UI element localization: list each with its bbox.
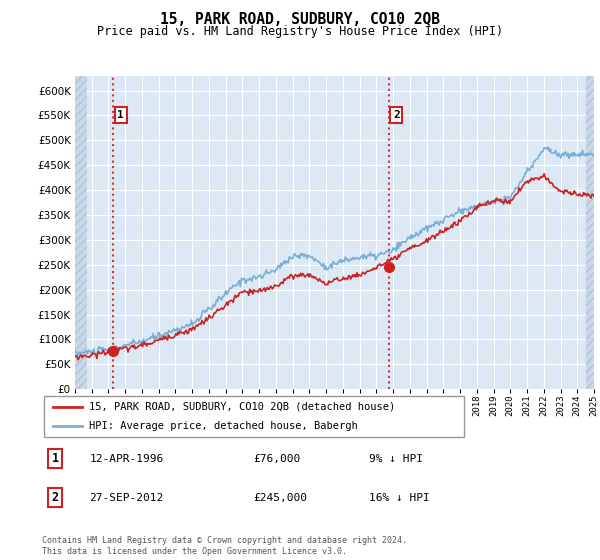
Text: 2: 2 [393, 110, 400, 120]
Text: 15, PARK ROAD, SUDBURY, CO10 2QB (detached house): 15, PARK ROAD, SUDBURY, CO10 2QB (detach… [89, 402, 395, 412]
Text: 15, PARK ROAD, SUDBURY, CO10 2QB: 15, PARK ROAD, SUDBURY, CO10 2QB [160, 12, 440, 27]
Text: 1: 1 [118, 110, 124, 120]
Text: HPI: Average price, detached house, Babergh: HPI: Average price, detached house, Babe… [89, 422, 358, 431]
Text: £245,000: £245,000 [253, 493, 307, 503]
Bar [75, 41, 87, 389]
Bar [586, 41, 600, 389]
Text: 1: 1 [52, 452, 59, 465]
FancyBboxPatch shape [44, 396, 464, 437]
Text: 27-SEP-2012: 27-SEP-2012 [89, 493, 164, 503]
Text: 16% ↓ HPI: 16% ↓ HPI [370, 493, 430, 503]
Text: £76,000: £76,000 [253, 454, 301, 464]
Text: Contains HM Land Registry data © Crown copyright and database right 2024.
This d: Contains HM Land Registry data © Crown c… [42, 536, 407, 556]
Text: Price paid vs. HM Land Registry's House Price Index (HPI): Price paid vs. HM Land Registry's House … [97, 25, 503, 38]
Text: 2: 2 [52, 491, 59, 504]
Text: 12-APR-1996: 12-APR-1996 [89, 454, 164, 464]
Text: 9% ↓ HPI: 9% ↓ HPI [370, 454, 424, 464]
